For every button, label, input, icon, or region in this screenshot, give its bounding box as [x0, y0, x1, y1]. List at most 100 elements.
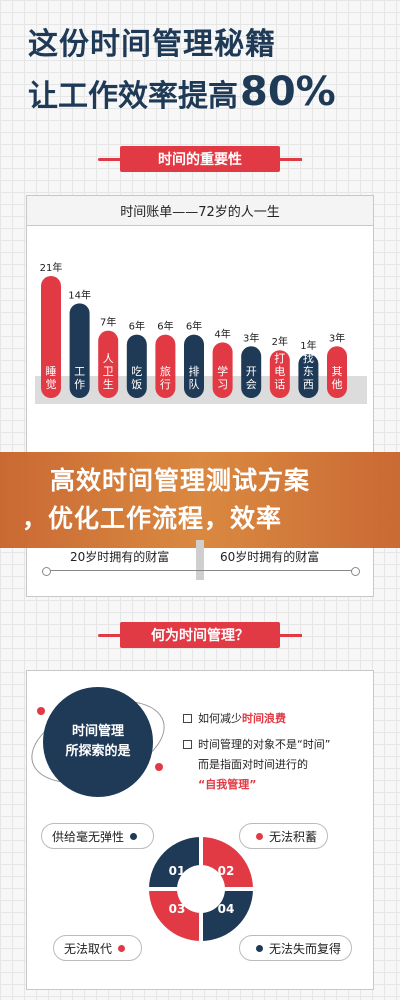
bar-value-label-5: 6年 [157, 320, 173, 333]
bar-category-label-6: 排 [189, 364, 200, 378]
feature-pill-2: 无法积蓄 [239, 823, 329, 849]
feature-pill-4-text: 无法失而复得 [269, 941, 342, 956]
checkbox-icon [183, 740, 192, 749]
bar-value-label-9: 2年 [272, 335, 288, 348]
feature-pill-4: 无法失而复得 [239, 935, 353, 961]
bar-category-label-4: 饭 [131, 378, 142, 391]
bar-category-label-8: 开 [246, 365, 257, 378]
hero-title: 这份时间管理秘籍 让工作效率提高 80% [28, 27, 388, 113]
bar-2 [69, 303, 90, 398]
pill-dot [130, 832, 138, 840]
bar-8 [241, 346, 262, 398]
bar-3 [98, 330, 119, 398]
bar-category-label-9: 电 [274, 365, 285, 378]
quadrant-label-02: 02 [218, 864, 235, 878]
hero-percentage: 80% [240, 69, 336, 115]
definition-item-2-line-2: 而是指面对时间进行的 [198, 758, 308, 771]
orbit-dot [37, 707, 45, 715]
bar-5 [155, 334, 176, 398]
bar-category-label-1: 觉 [46, 378, 57, 391]
ribbon-dash-right [280, 633, 302, 637]
bar-category-label-10: 东 [303, 365, 314, 378]
scale-pillar [196, 540, 204, 580]
bar-value-label-1: 21年 [40, 261, 63, 274]
bar-11 [327, 346, 347, 398]
circle-line-2: 所探索的是 [65, 744, 131, 759]
orbit-dot [155, 763, 163, 771]
bar-9 [269, 350, 290, 398]
definition-item-2-line-3: “自我管理” [198, 778, 257, 791]
explore-circle: 时间管理 所探索的是 [43, 687, 153, 797]
bar-category-label-6: 队 [189, 377, 200, 391]
hero-line-2: 让工作效率提高 80% [28, 72, 388, 112]
ribbon-dash-right [280, 157, 302, 161]
chart-title: 时间账单——72岁的人一生 [27, 196, 373, 226]
bar-category-label-5: 行 [160, 378, 171, 391]
bar-category-label-10: 西 [303, 378, 314, 391]
bar-category-label-2: 作 [74, 378, 85, 391]
bar-category-label-9: 打 [274, 351, 285, 365]
bar-category-label-11: 其 [332, 365, 343, 378]
wealth-right-label: 60岁时拥有的财富 [220, 550, 320, 564]
definition-list: 如何减少时间浪费 时间管理的对象不是“时间” 而是指面对时间进行的 “自我管理” [183, 709, 369, 795]
definition-item-2-text: 时间管理的对象不是“时间” [198, 738, 331, 751]
circle-line-1: 时间管理 [71, 724, 124, 739]
hero-line-1: 这份时间管理秘籍 [28, 27, 276, 62]
banner-line-1: 高效时间管理测试方案 [50, 466, 311, 495]
quadrant-label-01: 01 [169, 864, 186, 878]
bar-category-label-11: 他 [332, 378, 343, 391]
bar-category-label-2: 工 [74, 365, 85, 378]
bar-category-label-3: 生 [103, 377, 114, 391]
bar-6 [184, 334, 204, 398]
ribbon-label: 何为时间管理？ [120, 622, 280, 648]
bar-category-label-1: 睡 [46, 365, 57, 378]
bar-value-label-10: 1年 [300, 339, 316, 352]
ribbon-dash-left [98, 157, 120, 161]
bar-value-label-11: 3年 [329, 331, 345, 344]
ribbon-dash-left [98, 633, 120, 637]
four-quadrant-circle: 01 02 03 04 [147, 835, 255, 943]
definition-item-1-text: 如何减少时间浪费 [198, 712, 286, 725]
bar-category-label-5: 旅 [160, 364, 171, 378]
bar-value-label-3: 7年 [100, 316, 116, 329]
bar-category-label-4: 吃 [131, 365, 142, 378]
feature-pill-2-text: 无法积蓄 [269, 829, 318, 844]
banner-line-2: ，优化工作流程，效率 [22, 504, 283, 533]
pill-dot [256, 944, 263, 952]
feature-pill-1-text: 供给毫无弹性 [52, 829, 125, 844]
bar-category-label-7: 学 [217, 364, 228, 378]
pill-dot [118, 944, 126, 952]
wealth-left-label: 20岁时拥有的财富 [70, 550, 170, 564]
checkbox-icon [183, 714, 192, 723]
bar-category-label-3: 人 [103, 352, 114, 365]
definition-item-2: 时间管理的对象不是“时间” [183, 735, 369, 755]
scale-beam [42, 567, 360, 576]
bar-category-label-9: 话 [274, 378, 285, 391]
definition-item-1: 如何减少时间浪费 [183, 709, 369, 729]
bar-category-label-10: 找 [303, 351, 314, 365]
definition-card: 时间管理 所探索的是 如何减少时间浪费 时间管理的对象不是“时间” 而是指面对时… [20, 670, 374, 990]
quadrant-center [177, 865, 225, 913]
bar-category-label-7: 习 [217, 378, 228, 391]
bar-category-label-3: 卫 [103, 365, 114, 378]
quadrant-label-04: 04 [218, 902, 235, 916]
section-ribbon-importance: 时间的重要性 [98, 146, 302, 172]
ribbon-label: 时间的重要性 [120, 146, 280, 172]
feature-pill-3: 无法取代 [53, 935, 143, 961]
bar-value-label-6: 6年 [186, 320, 202, 333]
bar-7 [212, 342, 233, 398]
bar-10 [298, 354, 319, 398]
bar-category-label-8: 会 [246, 378, 257, 391]
overlay-banner: 高效时间管理测试方案 ，优化工作流程，效率 [0, 452, 400, 548]
bar-1 [41, 276, 61, 398]
pill-dot [256, 832, 263, 840]
feature-pill-3-text: 无法取代 [64, 941, 113, 956]
bar-value-label-7: 4年 [214, 327, 230, 340]
wealth-scale: 20岁时拥有的财富 60岁时拥有的财富 [26, 540, 374, 598]
bar-value-label-8: 3年 [243, 331, 259, 344]
hero-line-2-text: 让工作效率提高 [28, 79, 238, 114]
bar-value-label-2: 14年 [68, 288, 91, 301]
bar-value-label-4: 6年 [129, 320, 145, 333]
bar-4 [126, 334, 147, 398]
